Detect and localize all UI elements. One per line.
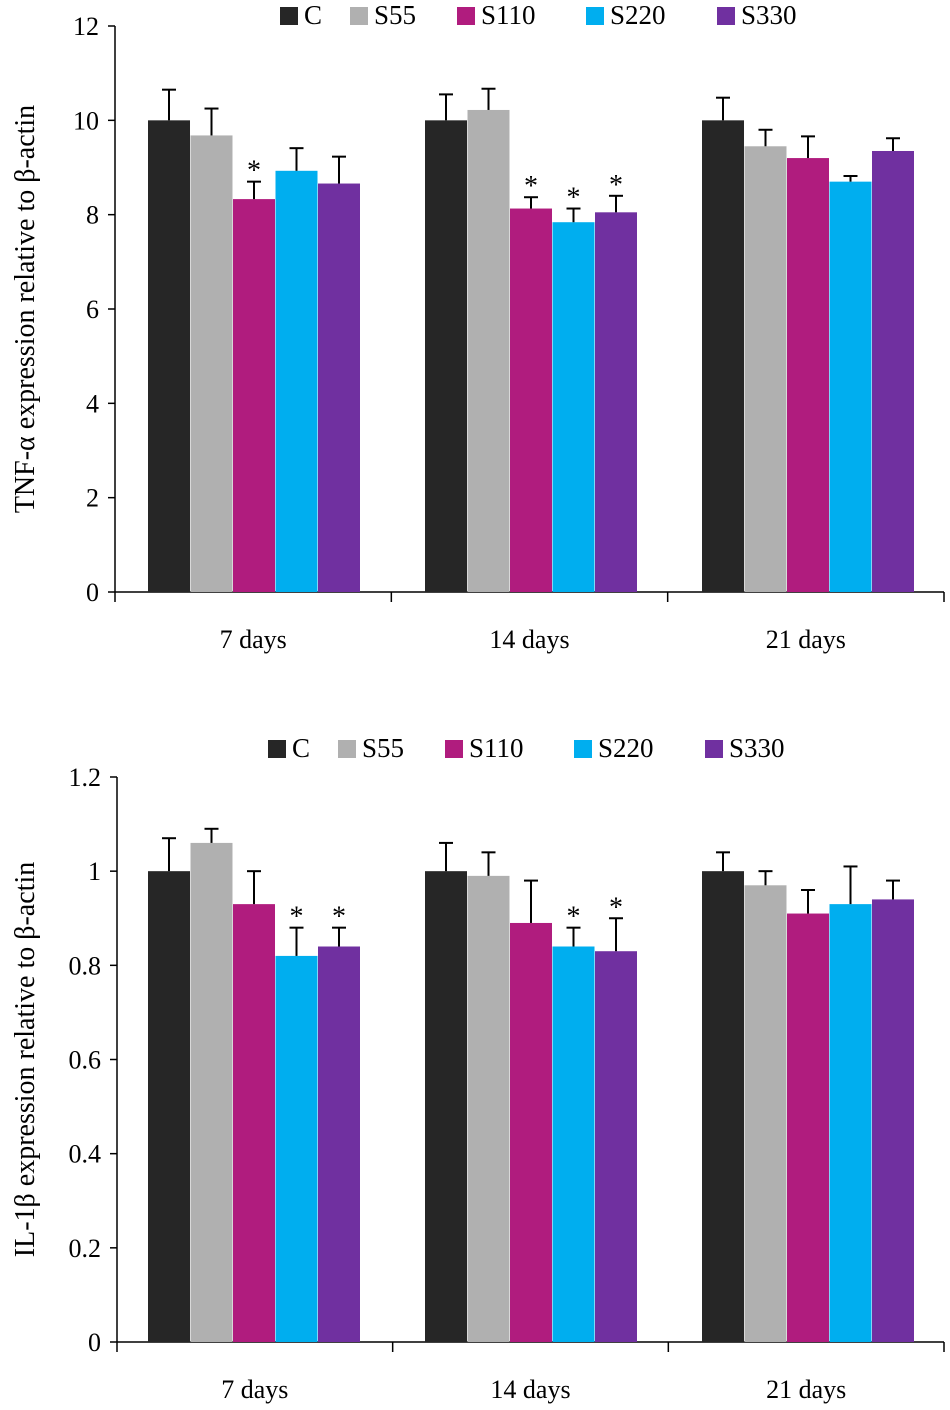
bar-S110-7-days <box>233 199 275 592</box>
y-tick-label: 2 <box>86 484 99 513</box>
x-category-label: 21 days <box>766 625 846 654</box>
bar-S330-7-days <box>318 183 360 592</box>
bar-S110-14-days <box>510 208 552 592</box>
bar-S330-14-days <box>595 212 637 592</box>
legend-label-C: C <box>304 0 322 30</box>
bar-S330-7-days <box>318 946 360 1342</box>
bar-S110-21-days <box>787 913 829 1342</box>
y-tick-label: 0.2 <box>69 1234 102 1263</box>
bar-C-14-days <box>425 871 467 1342</box>
y-tick-label: 4 <box>86 389 99 418</box>
legend-label-S55: S55 <box>362 733 404 763</box>
y-tick-label: 6 <box>86 295 99 324</box>
legend-label-C: C <box>292 733 310 763</box>
x-category-label: 14 days <box>490 1375 570 1404</box>
significance-marker: * <box>332 902 346 933</box>
y-tick-label: 0.8 <box>69 951 102 980</box>
y-tick-label: 10 <box>73 106 99 135</box>
legend: C S55 S110 S220 S330 <box>268 733 785 763</box>
bar-S110-21-days <box>787 158 829 593</box>
bar-C-21-days <box>702 871 744 1342</box>
bar-S55-14-days <box>467 109 510 592</box>
legend-swatch-S220 <box>574 740 592 758</box>
legend-label-S330: S330 <box>729 733 785 763</box>
legend-swatch-S330 <box>717 7 735 25</box>
significance-marker: * <box>609 892 623 923</box>
y-tick-label: 0.6 <box>69 1046 102 1075</box>
bar-S220-7-days <box>275 170 318 592</box>
bar-S55-14-days <box>467 875 510 1342</box>
legend-label-S55: S55 <box>374 0 416 30</box>
bar-S55-7-days <box>190 135 233 592</box>
bar-S55-7-days <box>190 842 233 1342</box>
x-category-label: 7 days <box>220 625 287 654</box>
significance-marker: * <box>609 170 623 201</box>
y-axis-title: TNF-α expression relative to β-actin <box>10 105 41 513</box>
bar-S330-21-days <box>872 150 914 592</box>
legend-swatch-S55 <box>350 7 368 25</box>
bar-S220-21-days <box>829 181 872 592</box>
bar-S330-14-days <box>595 951 637 1342</box>
legend-swatch-S55 <box>338 740 356 758</box>
bar-S55-21-days <box>744 146 787 592</box>
y-tick-label: 12 <box>73 12 99 41</box>
y-tick-label: 8 <box>86 201 99 230</box>
legend-swatch-C <box>268 740 286 758</box>
y-tick-label: 0.4 <box>69 1140 102 1169</box>
bar-C-14-days <box>425 120 467 592</box>
bar-S220-14-days <box>552 222 595 593</box>
significance-marker: * <box>247 156 261 187</box>
y-tick-label: 1.2 <box>69 763 102 792</box>
legend-label-S330: S330 <box>741 0 797 30</box>
y-tick-label: 0 <box>88 1328 101 1357</box>
legend-label-S110: S110 <box>469 733 524 763</box>
bar-S220-21-days <box>829 904 872 1342</box>
significance-marker: * <box>567 902 581 933</box>
bar-S110-14-days <box>510 922 552 1342</box>
tnf-alpha-chart: 0 2 4 6 8 10 12 7 days 14 days 21 days TNF-α expre… <box>10 0 945 654</box>
x-category-label: 7 days <box>221 1375 288 1404</box>
legend-label-S110: S110 <box>481 0 536 30</box>
legend-swatch-S330 <box>705 740 723 758</box>
bar-C-21-days <box>702 120 744 592</box>
y-tick-label: 0 <box>86 578 99 607</box>
bar-S55-21-days <box>744 885 787 1342</box>
legend-swatch-C <box>280 7 298 25</box>
legend-swatch-S110 <box>457 7 475 25</box>
bar-C-7-days <box>148 120 190 592</box>
bar-S110-7-days <box>233 904 275 1342</box>
legend-swatch-S110 <box>445 740 463 758</box>
y-axis-title: IL-1β expression relative to β-actin <box>10 862 41 1257</box>
bar-S220-7-days <box>275 955 318 1342</box>
bar-S330-21-days <box>872 899 914 1342</box>
legend: C S55 S110 S220 S330 <box>280 0 797 30</box>
legend-swatch-S220 <box>586 7 604 25</box>
significance-marker: * <box>290 902 304 933</box>
x-category-label: 14 days <box>489 625 569 654</box>
bar-S220-14-days <box>552 946 595 1342</box>
legend-label-S220: S220 <box>598 733 654 763</box>
significance-marker: * <box>567 183 581 214</box>
significance-marker: * <box>524 171 538 202</box>
y-tick-label: 1 <box>88 857 101 886</box>
x-category-label: 21 days <box>766 1375 846 1404</box>
legend-label-S220: S220 <box>610 0 666 30</box>
bar-C-7-days <box>148 871 190 1342</box>
il-1beta-chart: 0 0.2 0.4 0.6 0.8 1 1.2 7 days 14 days 21 days IL-… <box>10 733 945 1404</box>
